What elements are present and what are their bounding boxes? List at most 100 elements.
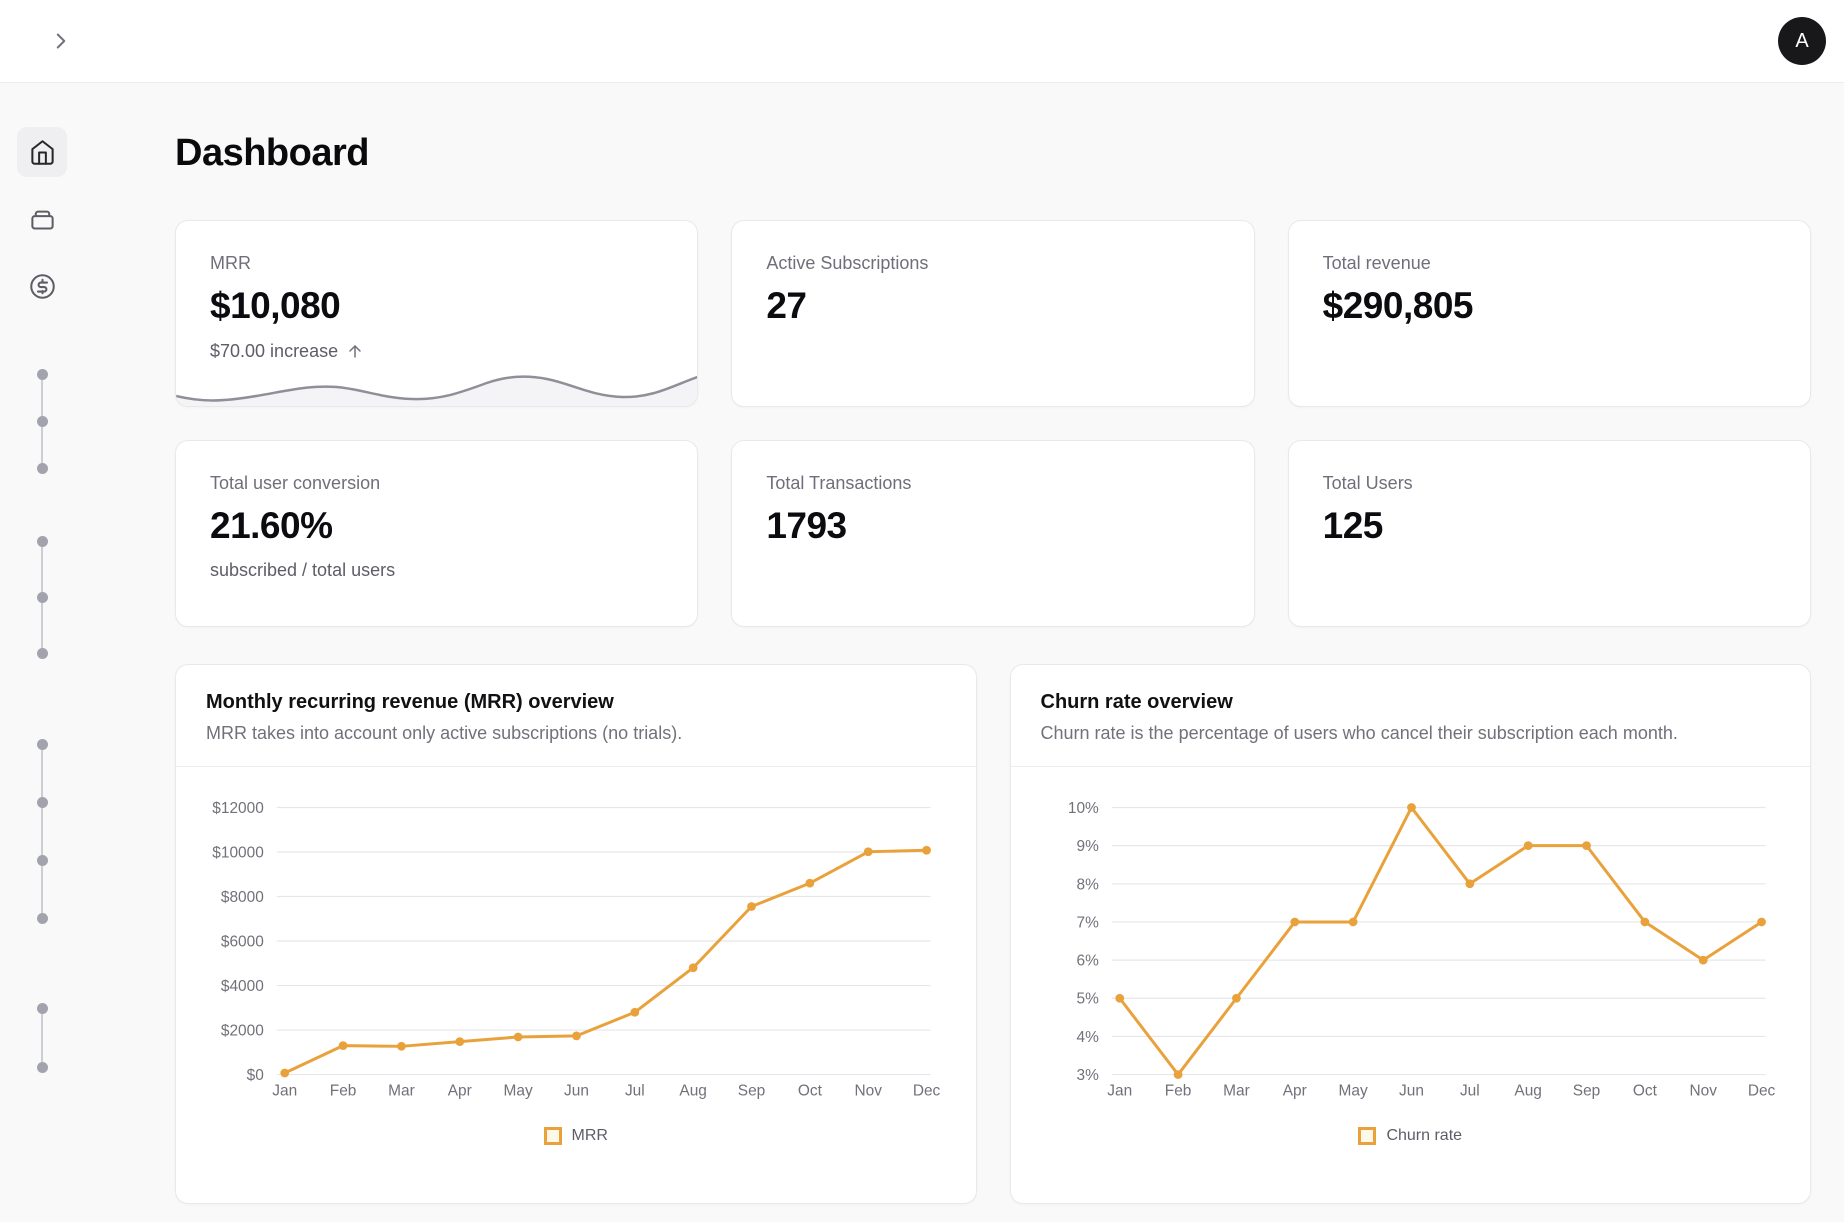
svg-text:Nov: Nov xyxy=(854,1083,882,1100)
chart-header: Monthly recurring revenue (MRR) overview… xyxy=(176,665,976,766)
svg-text:$4000: $4000 xyxy=(221,978,264,995)
svg-text:Feb: Feb xyxy=(1164,1083,1191,1100)
svg-text:Jul: Jul xyxy=(625,1083,645,1100)
svg-text:Jan: Jan xyxy=(272,1083,297,1100)
svg-text:Nov: Nov xyxy=(1689,1083,1717,1100)
page-title: Dashboard xyxy=(175,132,369,174)
svg-text:Jun: Jun xyxy=(564,1083,589,1100)
sidebar-item-home[interactable] xyxy=(17,127,67,177)
svg-text:$12000: $12000 xyxy=(212,800,264,817)
chart-point xyxy=(1406,803,1416,812)
stat-label: Total revenue xyxy=(1322,253,1431,273)
legend-label: MRR xyxy=(571,1127,608,1144)
chart-point xyxy=(513,1032,523,1042)
mrr-chart-card: Monthly recurring revenue (MRR) overview… xyxy=(175,664,977,1204)
chart-point xyxy=(572,1031,581,1041)
main-content: Dashboard MRR $10,080 $70.00 increase xyxy=(84,83,1844,1222)
arrow-up-icon xyxy=(349,345,361,358)
chart-point xyxy=(1231,993,1241,1003)
skeleton-dot xyxy=(36,416,48,427)
stats-grid: MRR $10,080 $70.00 increase Active S xyxy=(175,220,1811,627)
svg-text:Feb: Feb xyxy=(330,1083,357,1100)
chart-point xyxy=(747,902,756,911)
avatar[interactable]: A xyxy=(1778,17,1826,65)
svg-text:Aug: Aug xyxy=(1514,1083,1541,1100)
legend-label: Churn rate xyxy=(1386,1127,1463,1144)
chart-point xyxy=(1114,993,1124,1003)
chart-point xyxy=(1173,1070,1182,1079)
chart-title: Churn rate overview xyxy=(1040,691,1233,713)
svg-text:Dec: Dec xyxy=(1747,1083,1775,1100)
chart-header: Churn rate overview Churn rate is the pe… xyxy=(1011,665,1811,766)
stat-card-total-revenue: Total revenue $290,805 xyxy=(1287,220,1811,407)
chart-legend[interactable]: MRR xyxy=(206,1127,946,1145)
skeleton-dot xyxy=(36,592,48,603)
chart-body: 3% 4% 5% 6% 7% 8% 9% 10% Jan Feb Mar Apr May Jun Jul Au… xyxy=(1011,767,1811,1145)
chart-point xyxy=(1523,841,1533,851)
skeleton-dot xyxy=(36,1062,48,1073)
svg-text:Dec: Dec xyxy=(913,1083,941,1100)
divider xyxy=(1010,766,1810,767)
chart-point xyxy=(1289,917,1299,927)
svg-text:4%: 4% xyxy=(1076,1029,1099,1046)
chart-point xyxy=(1639,917,1649,927)
skeleton-dot xyxy=(36,369,48,380)
svg-text:Mar: Mar xyxy=(388,1083,415,1100)
stat-card-total-users: Total Users 125 xyxy=(1287,440,1811,627)
chart-legend[interactable]: Churn rate xyxy=(1041,1127,1781,1145)
chart-title: Monthly recurring revenue (MRR) overview xyxy=(206,691,614,713)
sidebar xyxy=(0,83,84,1222)
svg-text:Jan: Jan xyxy=(1107,1083,1132,1100)
sidebar-skeleton-group xyxy=(36,536,48,659)
chart-point xyxy=(1756,917,1766,927)
chart-point xyxy=(805,878,815,888)
sidebar-skeleton-group xyxy=(36,739,48,924)
chart-point xyxy=(630,1007,640,1017)
stat-subtext: subscribed / total users xyxy=(210,559,396,580)
chart-point xyxy=(338,1041,348,1051)
svg-text:May: May xyxy=(504,1083,533,1100)
svg-text:10%: 10% xyxy=(1067,800,1098,817)
churn-chart-card: Churn rate overview Churn rate is the pe… xyxy=(1009,664,1811,1204)
chart-point xyxy=(922,845,931,855)
svg-text:May: May xyxy=(1338,1083,1367,1100)
chart-point xyxy=(280,1068,290,1078)
sidebar-expand-button[interactable] xyxy=(44,24,78,58)
chart-body: $0 $2000 $4000 $6000 $8000 $10000 $12000 Jan Feb… xyxy=(176,767,976,1145)
stat-change: $70.00 increase xyxy=(210,341,663,362)
chart-point xyxy=(1581,841,1591,851)
legend-swatch xyxy=(1358,1127,1377,1145)
svg-text:3%: 3% xyxy=(1076,1067,1099,1084)
stat-label: Total Transactions xyxy=(766,473,912,493)
charts-grid: Monthly recurring revenue (MRR) overview… xyxy=(175,664,1811,1204)
page-body: Dashboard MRR $10,080 $70.00 increase xyxy=(0,83,1844,1222)
chart-point xyxy=(1698,955,1708,965)
stat-card-total-transactions: Total Transactions 1793 xyxy=(731,440,1255,627)
stat-label: Total user conversion xyxy=(210,473,381,493)
skeleton-dot xyxy=(36,913,48,924)
skeleton-dot xyxy=(36,648,48,659)
svg-text:9%: 9% xyxy=(1076,838,1099,855)
wallet-icon xyxy=(30,210,54,230)
dollar-circle-icon xyxy=(29,273,55,299)
svg-text:7%: 7% xyxy=(1076,914,1099,931)
svg-text:6%: 6% xyxy=(1076,953,1099,970)
churn-line-chart[interactable]: 3% 4% 5% 6% 7% 8% 9% 10% Jan Feb Mar Apr May Jun Jul Au… xyxy=(1041,793,1781,1105)
sidebar-item-subscriptions[interactable] xyxy=(17,194,67,244)
svg-text:Mar: Mar xyxy=(1223,1083,1250,1100)
svg-text:$0: $0 xyxy=(247,1067,264,1084)
stat-change-text: $70.00 increase xyxy=(210,340,339,361)
stat-value: 1793 xyxy=(766,505,847,546)
avatar-initial: A xyxy=(1795,29,1809,52)
chart-point xyxy=(1464,879,1474,889)
svg-text:Aug: Aug xyxy=(679,1083,706,1100)
svg-text:5%: 5% xyxy=(1076,991,1099,1008)
chart-subtitle: Churn rate is the percentage of users wh… xyxy=(1040,723,1678,743)
chart-subtitle: MRR takes into account only active subsc… xyxy=(206,723,683,743)
svg-text:Oct: Oct xyxy=(1632,1083,1657,1100)
sidebar-item-revenue[interactable] xyxy=(17,261,67,311)
svg-text:$10000: $10000 xyxy=(212,844,264,861)
skeleton-dot xyxy=(36,739,48,750)
skeleton-dot xyxy=(36,463,48,474)
mrr-line-chart[interactable]: $0 $2000 $4000 $6000 $8000 $10000 $12000 Jan Feb… xyxy=(206,793,946,1105)
